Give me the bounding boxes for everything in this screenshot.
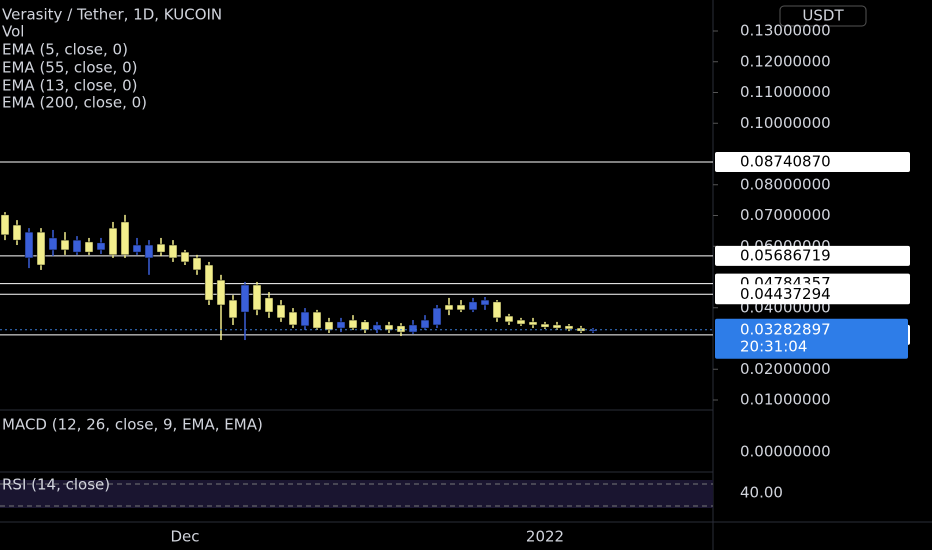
candle-body bbox=[228, 299, 238, 319]
candle-body bbox=[396, 325, 406, 333]
y-tick-label: 0.08000000 bbox=[740, 175, 831, 193]
rsi-tick-label: 40.00 bbox=[740, 484, 783, 502]
candle-body bbox=[36, 231, 46, 266]
x-tick-label: 2022 bbox=[526, 528, 564, 546]
candle-body bbox=[204, 264, 214, 301]
candle-body bbox=[384, 324, 394, 331]
candle-body bbox=[468, 301, 478, 311]
currency-button[interactable] bbox=[779, 5, 867, 27]
price-label: 0.05686719 bbox=[740, 246, 831, 264]
price-label: 0.08740870 bbox=[740, 152, 831, 170]
candle-body bbox=[288, 311, 298, 326]
candle-body bbox=[420, 319, 430, 329]
price-label-box bbox=[715, 284, 910, 305]
legend-item: EMA (13, close, 0) bbox=[2, 77, 138, 95]
y-tick-label: 0.11000000 bbox=[740, 83, 831, 101]
last-price-label: 0.03282897 bbox=[740, 320, 831, 338]
currency-button-label[interactable]: USDT bbox=[802, 7, 844, 25]
legend-item: EMA (200, close, 0) bbox=[2, 94, 147, 112]
candle-body bbox=[492, 301, 502, 319]
candle-body bbox=[144, 244, 154, 259]
y-tick-label: 0.07000000 bbox=[740, 206, 831, 224]
rsi-band bbox=[0, 480, 713, 508]
candle-body bbox=[348, 319, 358, 329]
price-label-box bbox=[715, 245, 910, 266]
x-tick-label: Dec bbox=[170, 528, 199, 546]
candle-body bbox=[504, 315, 514, 323]
candle-body bbox=[276, 304, 286, 319]
candle-body bbox=[168, 244, 178, 259]
candle-body bbox=[516, 319, 526, 325]
countdown-label: 20:31:04 bbox=[740, 337, 807, 355]
y-tick-label: 0.02000000 bbox=[740, 360, 831, 378]
candle-body bbox=[24, 231, 34, 259]
y-tick-label: 0.13000000 bbox=[740, 22, 831, 40]
candle-body bbox=[48, 237, 58, 251]
candle-body bbox=[540, 323, 550, 328]
candle-body bbox=[552, 324, 562, 329]
candle-body bbox=[588, 329, 598, 332]
y-tick-label: 0.10000000 bbox=[740, 114, 831, 132]
legend-item: EMA (5, close, 0) bbox=[2, 41, 128, 59]
candle-body bbox=[444, 304, 454, 311]
candle-body bbox=[312, 311, 322, 329]
candle-body bbox=[60, 239, 70, 251]
y-tick-label: 0.01000000 bbox=[740, 391, 831, 409]
candle-body bbox=[156, 243, 166, 253]
candle-body bbox=[108, 227, 118, 256]
last-price-box bbox=[715, 318, 908, 359]
candle-body bbox=[12, 224, 22, 241]
candle-body bbox=[0, 214, 10, 236]
candle-body bbox=[180, 251, 190, 263]
legend-item: EMA (55, close, 0) bbox=[2, 59, 138, 77]
candle-body bbox=[300, 311, 310, 327]
candle-body bbox=[336, 321, 346, 329]
candle-body bbox=[264, 297, 274, 313]
candle-body bbox=[480, 299, 490, 306]
candle-body bbox=[96, 242, 106, 251]
rsi-label: RSI (14, close) bbox=[2, 476, 110, 494]
y-tick-label: 0.12000000 bbox=[740, 52, 831, 70]
macd-label: MACD (12, 26, close, 9, EMA, EMA) bbox=[2, 416, 263, 434]
candle-body bbox=[252, 284, 262, 311]
candle-body bbox=[408, 324, 418, 333]
candle-body bbox=[84, 241, 94, 253]
candle-body bbox=[192, 257, 202, 271]
price-label: 0.04437294 bbox=[740, 285, 831, 303]
candle-body bbox=[360, 321, 370, 331]
macd-tick-label: 0.00000000 bbox=[740, 443, 831, 461]
candle-body bbox=[564, 325, 574, 330]
legend-item: Vol bbox=[2, 23, 24, 41]
candle-body bbox=[216, 279, 226, 306]
candle-body bbox=[324, 321, 334, 331]
candle-body bbox=[132, 244, 142, 253]
candle-body bbox=[240, 284, 250, 313]
candle-body bbox=[528, 321, 538, 326]
chart-title: Verasity / Tether, 1D, KUCOIN bbox=[2, 6, 222, 24]
candle-body bbox=[372, 324, 382, 331]
price-label-box bbox=[715, 151, 910, 172]
candle-body bbox=[72, 239, 82, 253]
candle-body bbox=[120, 221, 130, 256]
candle-body bbox=[432, 307, 442, 326]
candle-body bbox=[456, 304, 466, 311]
